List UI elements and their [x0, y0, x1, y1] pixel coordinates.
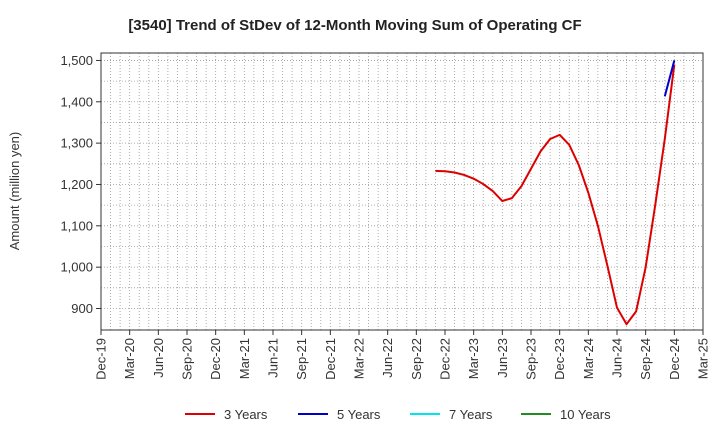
- chart-title: [3540] Trend of StDev of 12-Month Moving…: [128, 17, 581, 34]
- y-tick-label: 1,300: [60, 136, 93, 151]
- x-tick-label: Mar-23: [466, 338, 481, 379]
- y-axis-label: Amount (million yen): [7, 132, 22, 251]
- x-tick-label: Sep-20: [180, 338, 195, 380]
- x-axis-ticks: Dec-19 Mar-20 Jun-20 Sep-20 Dec-20 Mar-21 Jun-…: [94, 330, 711, 380]
- y-tick-label: 1,100: [60, 218, 93, 233]
- x-tick-label: Jun-23: [495, 338, 510, 378]
- plot-area-border: [100, 52, 704, 331]
- x-tick-label: Sep-22: [409, 338, 424, 380]
- y-tick-label: 900: [71, 301, 93, 316]
- legend-label-3-years: 3 Years: [224, 407, 268, 422]
- series-lines: [435, 60, 676, 326]
- x-tick-label: Sep-23: [524, 338, 539, 380]
- y-tick-label: 1,400: [60, 94, 93, 109]
- x-tick-label: Jun-22: [380, 338, 395, 378]
- y-tick-label: 1,500: [60, 53, 93, 68]
- legend-label-7-years: 7 Years: [449, 407, 493, 422]
- x-tick-label: Mar-25: [696, 338, 711, 379]
- series-line-3-years: [435, 64, 676, 326]
- y-tick-label: 1,000: [60, 260, 93, 275]
- y-axis-ticks: 900 1,000 1,100 1,200 1,300 1,400 1,500: [60, 53, 101, 316]
- x-tick-label: Sep-21: [294, 338, 309, 380]
- legend-label-5-years: 5 Years: [337, 407, 381, 422]
- x-tick-label: Mar-21: [237, 338, 252, 379]
- x-tick-label: Mar-24: [581, 338, 596, 379]
- legend-label-10-years: 10 Years: [560, 407, 611, 422]
- series-line-5-years: [663, 60, 676, 97]
- x-tick-label: Dec-21: [323, 338, 338, 380]
- y-tick-label: 1,200: [60, 177, 93, 192]
- x-tick-label: Dec-22: [438, 338, 453, 380]
- x-tick-label: Mar-22: [352, 338, 367, 379]
- x-tick-label: Sep-24: [638, 338, 653, 380]
- x-tick-label: Dec-24: [667, 338, 682, 380]
- x-tick-label: Mar-20: [122, 338, 137, 379]
- x-tick-label: Dec-23: [552, 338, 567, 380]
- x-tick-label: Dec-19: [94, 338, 109, 380]
- x-tick-label: Jun-24: [610, 338, 625, 378]
- x-tick-label: Jun-21: [266, 338, 281, 378]
- x-tick-label: Dec-20: [208, 338, 223, 380]
- x-tick-label: Jun-20: [151, 338, 166, 378]
- legend: 3 Years 5 Years 7 Years 10 Years: [185, 407, 611, 422]
